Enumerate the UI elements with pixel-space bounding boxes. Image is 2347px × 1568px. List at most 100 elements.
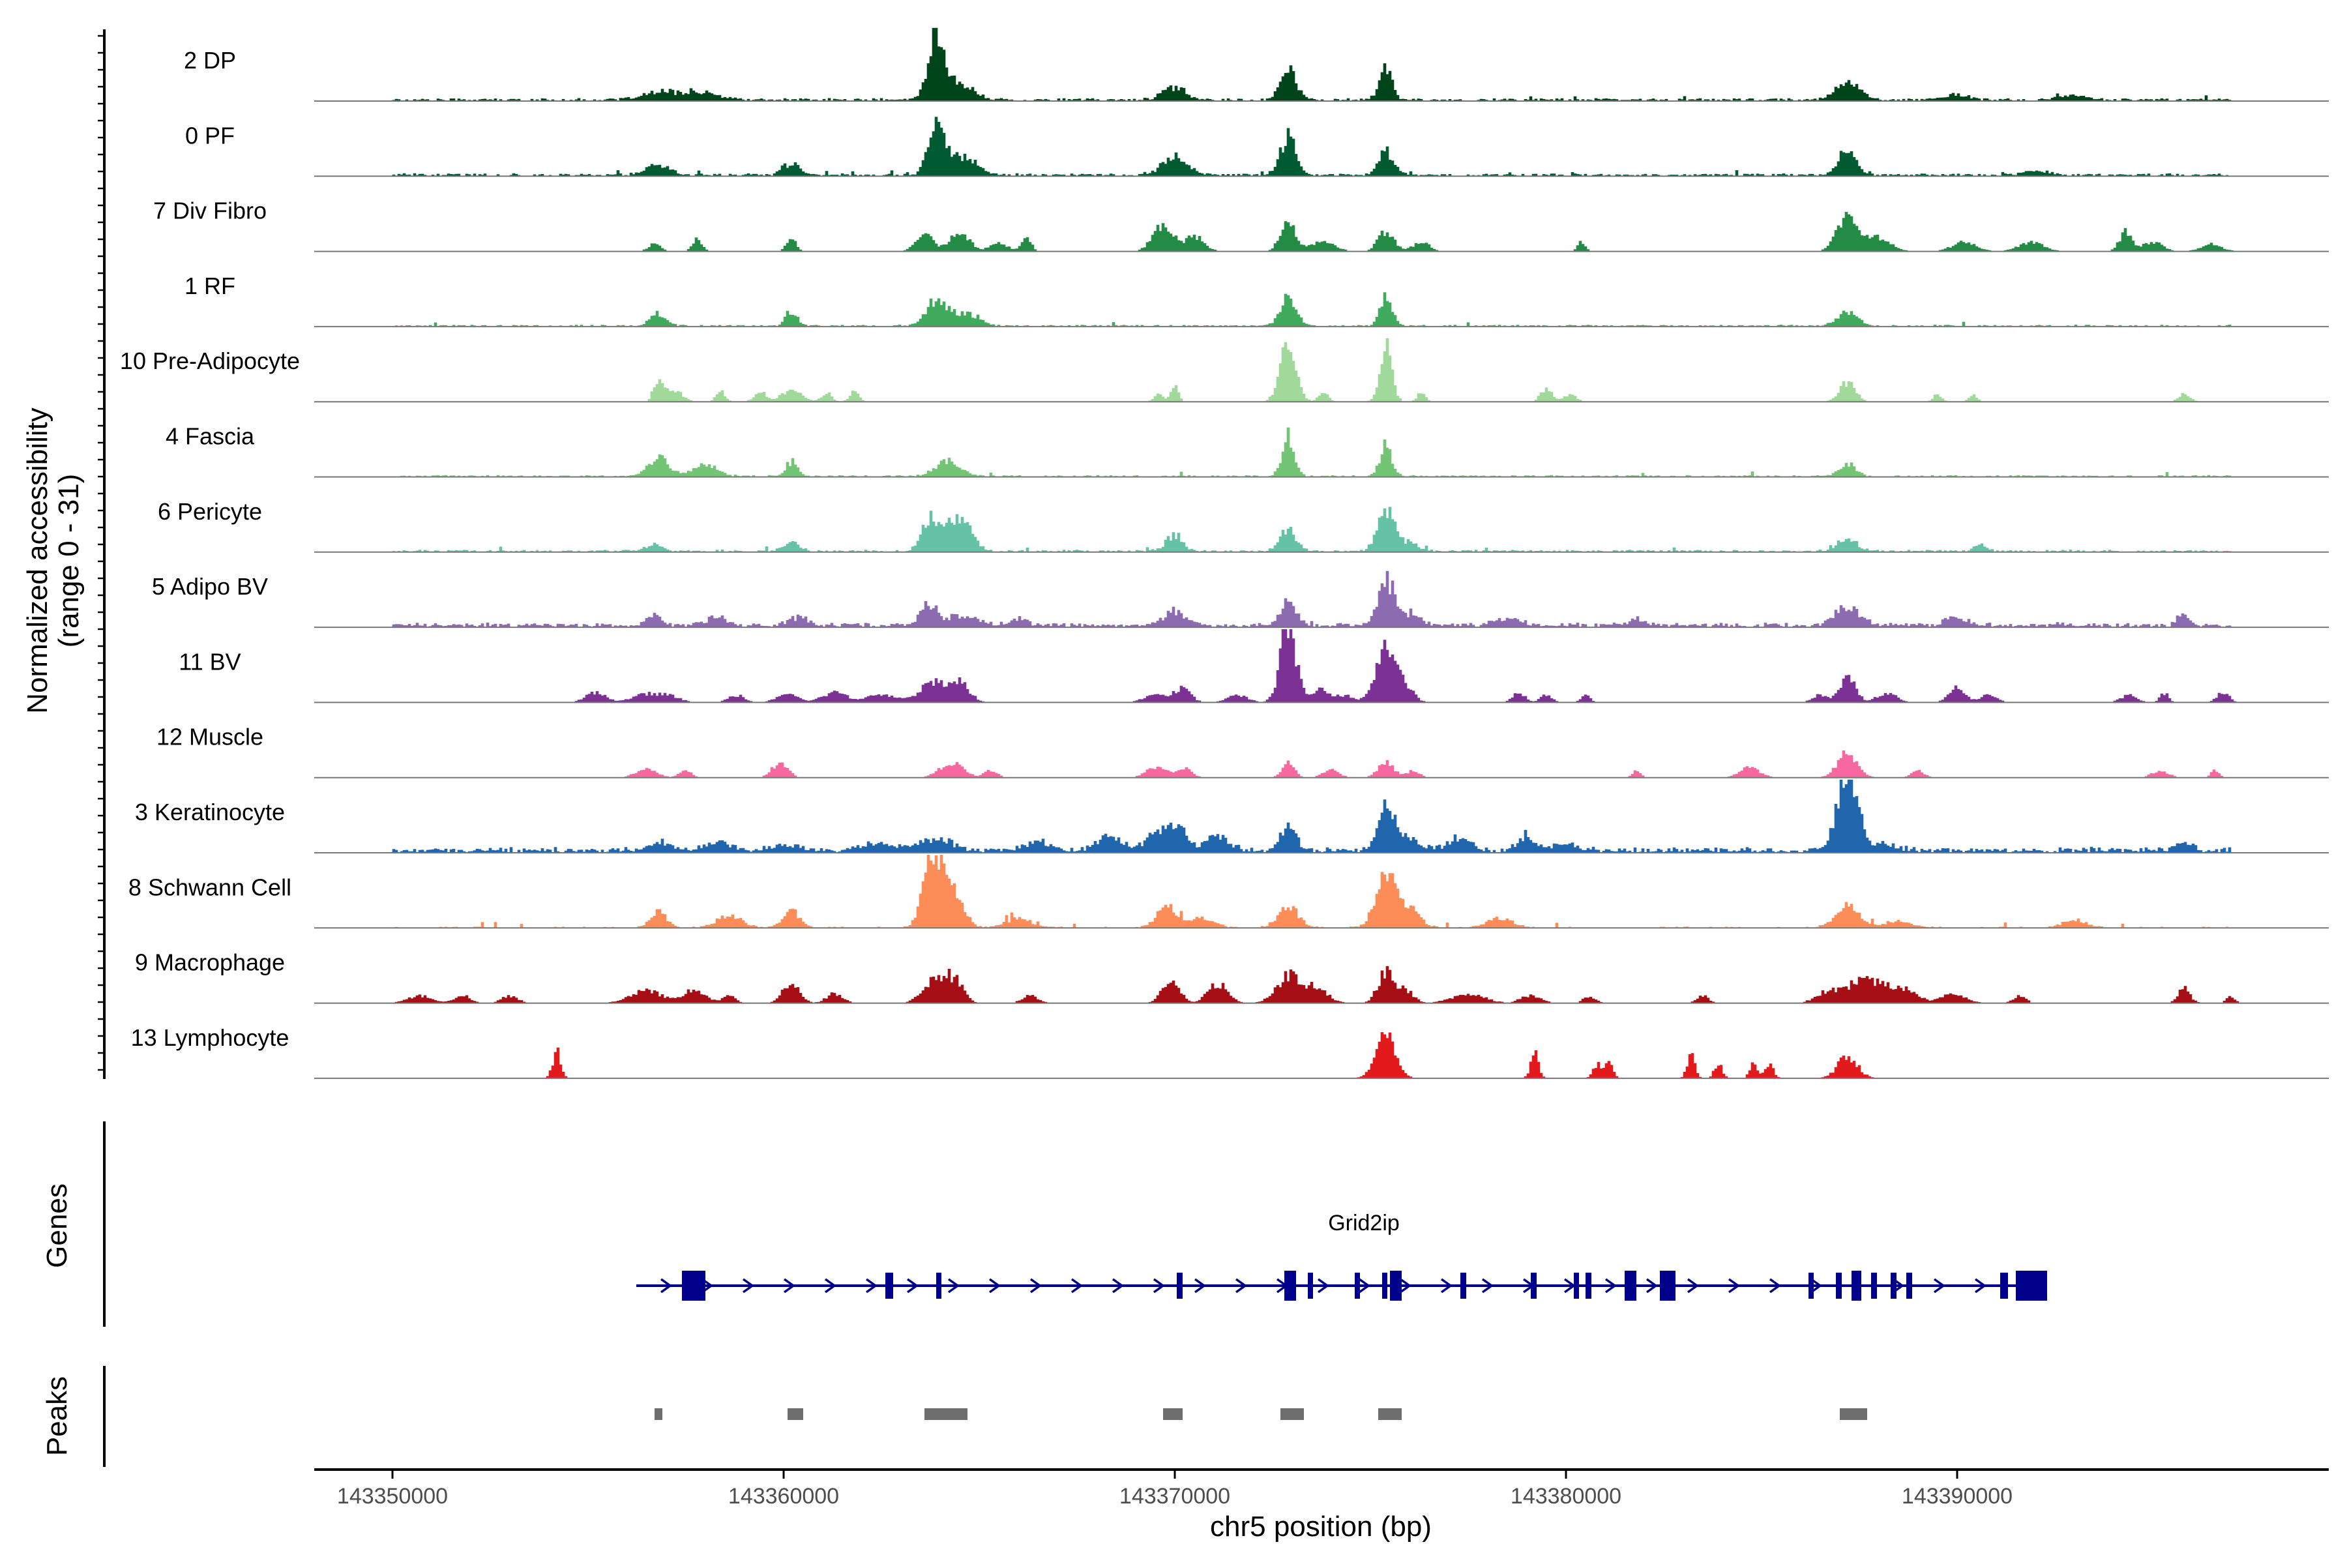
- gene-name-label: Grid2ip: [1328, 1211, 1400, 1235]
- gene-exon: [1390, 1271, 1402, 1301]
- coverage-area: [624, 750, 2224, 778]
- gene-exon: [2016, 1271, 2047, 1301]
- track-label: 13 Lymphocyte: [131, 1024, 289, 1051]
- coverage-area: [642, 212, 2234, 252]
- x-tick-label: 143350000: [337, 1484, 448, 1509]
- accessibility-axis: [98, 29, 106, 1079]
- peak-region: [1840, 1408, 1867, 1420]
- track-label: 10 Pre-Adipocyte: [120, 348, 300, 374]
- x-tick-label: 143380000: [1511, 1484, 1621, 1509]
- strand-arrow: [1194, 1278, 1207, 1294]
- genes-track-label: Genes: [41, 1183, 73, 1268]
- gene-exon: [1906, 1273, 1912, 1299]
- strand-arrow: [865, 1278, 878, 1294]
- track-label: 9 Macrophage: [135, 949, 285, 976]
- strand-arrow: [1235, 1278, 1248, 1294]
- coverage-tracks: 2 DP 0 PF 7 Div Fibro 1 RF 10 Pre-Adipocyte 4…: [120, 27, 2329, 1079]
- gene-exon: [1891, 1273, 1897, 1299]
- x-axis-title: chr5 position (bp): [1210, 1511, 1432, 1543]
- gene-exon: [1355, 1273, 1360, 1299]
- track-label: 7 Div Fibro: [153, 198, 267, 224]
- gene-exon: [1531, 1273, 1537, 1299]
- peak-region: [655, 1408, 662, 1420]
- gene-exon: [1460, 1273, 1466, 1299]
- strand-arrow: [824, 1278, 837, 1294]
- strand-arrow: [783, 1278, 796, 1294]
- strand-arrow: [1687, 1278, 1700, 1294]
- gene-exon: [1574, 1273, 1579, 1299]
- coverage-area: [394, 855, 2229, 928]
- track-label: 2 DP: [184, 47, 236, 74]
- coverage-area: [574, 629, 2237, 703]
- coverage-area: [546, 1032, 1874, 1079]
- track-label: 8 Schwann Cell: [128, 874, 291, 900]
- strand-arrow: [1070, 1278, 1084, 1294]
- track-label: 1 RF: [185, 273, 235, 299]
- peak-region: [1378, 1408, 1402, 1420]
- gene-exon: [682, 1271, 705, 1301]
- strand-arrow: [1974, 1278, 1987, 1294]
- gene-exon: [936, 1273, 941, 1299]
- x-tick-label: 143370000: [1119, 1484, 1230, 1509]
- track-label: 0 PF: [185, 122, 235, 149]
- gene-exon: [885, 1273, 893, 1299]
- gene-exon: [1308, 1273, 1313, 1299]
- peak-track: [655, 1408, 1867, 1420]
- coverage-area: [400, 427, 2232, 477]
- strand-arrow: [1317, 1278, 1330, 1294]
- strand-arrow: [947, 1278, 960, 1294]
- strand-arrow: [1933, 1278, 1946, 1294]
- strand-arrow: [1399, 1278, 1412, 1294]
- y-axis-title: Normalized accessibility: [22, 407, 53, 713]
- y-axis-range: (range 0 - 31): [53, 474, 85, 648]
- gene-exon: [1871, 1273, 1877, 1299]
- gene-exon: [1660, 1271, 1675, 1301]
- strand-arrow: [1604, 1278, 1617, 1294]
- track-label: 11 BV: [179, 648, 241, 675]
- x-axis: 143350000 143360000 143370000 143380000 1433…: [314, 1468, 2329, 1509]
- peak-region: [1280, 1408, 1304, 1420]
- gene-exon: [1382, 1273, 1387, 1299]
- strand-arrow: [660, 1278, 673, 1294]
- strand-arrow: [988, 1278, 1001, 1294]
- gene-exon: [1586, 1273, 1591, 1299]
- strand-arrow: [1440, 1278, 1453, 1294]
- coverage-area: [392, 27, 2232, 102]
- strand-arrow: [1646, 1278, 1659, 1294]
- track-label: 3 Keratinocyte: [135, 799, 285, 825]
- gene-exon: [1808, 1273, 1814, 1299]
- gene-exon: [1625, 1271, 1636, 1301]
- gene-exon: [1284, 1271, 1296, 1301]
- strand-arrow: [1153, 1278, 1166, 1294]
- coverage-area: [394, 966, 2239, 1003]
- strand-arrow: [742, 1278, 755, 1294]
- peak-region: [1163, 1408, 1183, 1420]
- strand-arrow: [1112, 1278, 1125, 1294]
- strand-arrow: [1481, 1278, 1494, 1294]
- gene-track: Grid2ip: [636, 1211, 2047, 1301]
- coverage-area: [392, 570, 2232, 628]
- x-tick-label: 143390000: [1902, 1484, 2013, 1509]
- peaks-track-label: Peaks: [41, 1376, 73, 1456]
- coverage-area: [392, 507, 2232, 553]
- coverage-area: [392, 117, 2229, 177]
- coverage-area: [392, 779, 2232, 853]
- peak-region: [788, 1408, 803, 1420]
- gene-exon: [1177, 1273, 1183, 1299]
- track-label: 6 Pericyte: [158, 498, 262, 525]
- strand-arrow: [1769, 1278, 1782, 1294]
- coverage-area: [394, 292, 2232, 327]
- gene-exon: [1836, 1273, 1842, 1299]
- coverage-area: [647, 338, 2198, 402]
- gene-exon: [1852, 1271, 1861, 1301]
- track-label: 5 Adipo BV: [152, 573, 268, 600]
- strand-arrow: [1029, 1278, 1042, 1294]
- strand-arrow: [1728, 1278, 1741, 1294]
- peak-region: [924, 1408, 967, 1420]
- track-label: 12 Muscle: [156, 724, 263, 750]
- gene-exon: [2000, 1273, 2008, 1299]
- strand-arrow: [1358, 1278, 1371, 1294]
- x-tick-label: 143360000: [728, 1484, 839, 1509]
